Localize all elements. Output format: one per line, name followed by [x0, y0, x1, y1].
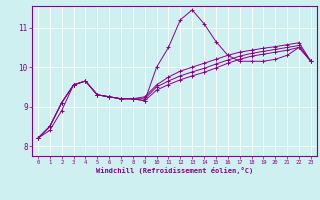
X-axis label: Windchill (Refroidissement éolien,°C): Windchill (Refroidissement éolien,°C): [96, 167, 253, 174]
